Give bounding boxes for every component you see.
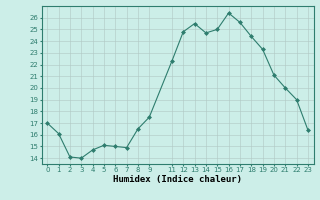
- X-axis label: Humidex (Indice chaleur): Humidex (Indice chaleur): [113, 175, 242, 184]
